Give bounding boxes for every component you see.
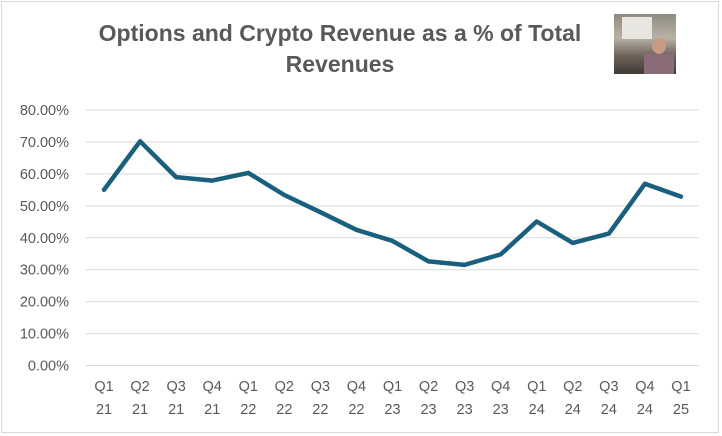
y-tick-label: 80.00% bbox=[20, 103, 69, 119]
x-tick-label: Q2 bbox=[130, 379, 149, 395]
x-tick-label: Q4 bbox=[203, 379, 222, 395]
y-tick-label: 60.00% bbox=[20, 167, 69, 183]
x-tick-label: Q2 bbox=[419, 379, 438, 395]
y-tick-label: 50.00% bbox=[20, 199, 69, 215]
x-tick-label: Q4 bbox=[491, 379, 510, 395]
series-line bbox=[101, 139, 684, 268]
x-tick-label: 22 bbox=[312, 402, 328, 418]
x-tick-label: Q1 bbox=[671, 379, 690, 395]
x-tick-label: Q4 bbox=[635, 379, 654, 395]
x-tick-label: 21 bbox=[132, 402, 148, 418]
x-tick-label: 25 bbox=[673, 402, 689, 418]
x-tick-label: Q2 bbox=[275, 379, 294, 395]
chart-title: Options and Crypto Revenue as a % of Tot… bbox=[90, 18, 590, 80]
y-tick-label: 10.00% bbox=[20, 327, 69, 343]
x-tick-label: Q1 bbox=[94, 379, 113, 395]
x-tick-label: Q1 bbox=[239, 379, 258, 395]
x-tick-label: 23 bbox=[457, 402, 473, 418]
x-tick-label: Q4 bbox=[347, 379, 366, 395]
x-tick-label: 24 bbox=[565, 402, 581, 418]
presenter-face bbox=[652, 38, 666, 54]
y-tick-label: 0.00% bbox=[28, 359, 69, 375]
x-tick-label: 23 bbox=[420, 402, 436, 418]
x-tick-label: 21 bbox=[204, 402, 220, 418]
presenter-photo bbox=[614, 14, 676, 74]
x-tick-label: 22 bbox=[276, 402, 292, 418]
x-tick-label: 22 bbox=[348, 402, 364, 418]
y-tick-label: 20.00% bbox=[20, 295, 69, 311]
x-tick-label: Q3 bbox=[455, 379, 474, 395]
x-tick-label: 24 bbox=[601, 402, 617, 418]
y-tick-label: 30.00% bbox=[20, 263, 69, 279]
x-tick-label: 23 bbox=[493, 402, 509, 418]
x-tick-label: Q1 bbox=[527, 379, 546, 395]
x-tick-label: 21 bbox=[96, 402, 112, 418]
presenter-body bbox=[644, 54, 674, 74]
x-tick-label: 24 bbox=[637, 402, 653, 418]
y-tick-label: 40.00% bbox=[20, 231, 69, 247]
x-tick-label: Q3 bbox=[166, 379, 185, 395]
chart-title-line-2: Revenues bbox=[285, 51, 395, 77]
y-tick-label: 70.00% bbox=[20, 135, 69, 151]
x-tick-label: 22 bbox=[240, 402, 256, 418]
x-tick-label: Q2 bbox=[563, 379, 582, 395]
x-tick-label: 23 bbox=[384, 402, 400, 418]
x-tick-label: Q3 bbox=[311, 379, 330, 395]
x-tick-label: 24 bbox=[529, 402, 545, 418]
x-tick-label: Q1 bbox=[383, 379, 402, 395]
whiteboard bbox=[622, 17, 652, 39]
x-tick-label: 21 bbox=[168, 402, 184, 418]
x-tick-label: Q3 bbox=[599, 379, 618, 395]
chart-title-line-1: Options and Crypto Revenue as a % of Tot… bbox=[98, 20, 582, 46]
